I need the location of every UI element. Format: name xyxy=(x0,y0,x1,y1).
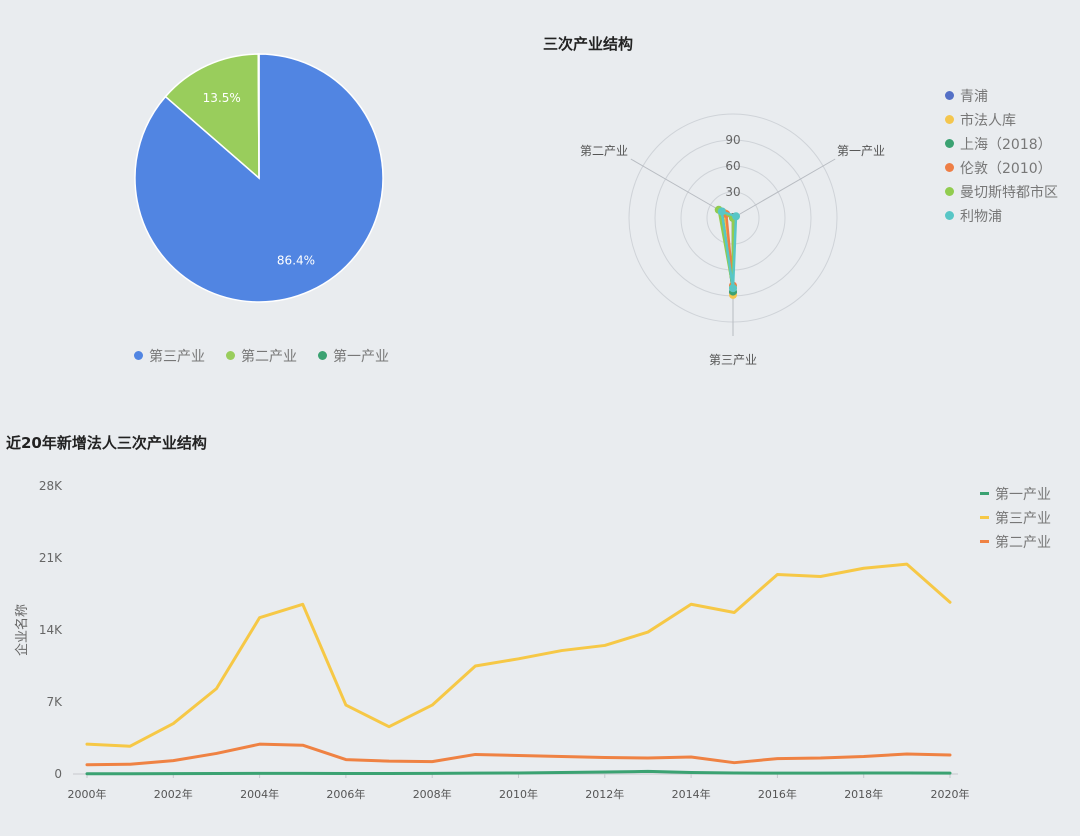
pie-legend-tertiary[interactable]: 第三产业 xyxy=(134,346,205,366)
legend-dot-icon xyxy=(945,115,954,124)
x-tick-label: 2020年 xyxy=(931,787,970,801)
line-legend-item[interactable]: 第一产业 xyxy=(980,484,1051,508)
legend-dot-icon xyxy=(945,187,954,196)
radar-point xyxy=(717,207,726,216)
line-series-3 xyxy=(85,742,952,767)
radar-legend-item[interactable]: 伦敦（2010） xyxy=(945,158,1058,182)
y-axis-label: 企业名称 xyxy=(14,604,30,656)
legend-label: 市法人库 xyxy=(960,113,1016,129)
radar-legend-item[interactable]: 上海（2018） xyxy=(945,134,1058,158)
radar-tick-label: 90 xyxy=(725,133,740,147)
radar-tick-label: 60 xyxy=(725,159,740,173)
legend-dot-icon xyxy=(945,139,954,148)
pie-slice-2 xyxy=(164,53,260,180)
legend-dot-icon xyxy=(945,211,954,220)
line-series-2 xyxy=(85,562,952,748)
radar-series-6 xyxy=(720,210,738,290)
y-tick-label: 0 xyxy=(54,767,62,781)
radar-legend-item[interactable]: 利物浦 xyxy=(945,206,1058,230)
radar-point xyxy=(729,284,737,293)
x-tick-label: 2016年 xyxy=(758,787,797,801)
radar-legend-item[interactable]: 曼切斯特都市区 xyxy=(945,182,1058,206)
x-tick-label: 2008年 xyxy=(413,787,452,801)
x-tick-label: 2018年 xyxy=(844,787,883,801)
pie-chart-panel: 86.4% 13.5% 第三产业 第二产业 第一产业 xyxy=(0,0,540,380)
line-title: 近20年新增法人三次产业结构 xyxy=(6,434,207,452)
pie-slice-label: 86.4% xyxy=(277,253,315,267)
legend-label: 上海（2018） xyxy=(960,137,1052,153)
y-tick-label: 21K xyxy=(39,551,63,565)
y-tick-label: 7K xyxy=(46,695,63,709)
legend-dot-icon xyxy=(945,91,954,100)
radar-point xyxy=(732,212,741,221)
x-tick-label: 2002年 xyxy=(154,787,193,801)
legend-label: 第二产业 xyxy=(995,535,1051,551)
line-chart: 0 7K 14K 21K 28K 2000年 2002年 2004年 2006年 2008年 201… xyxy=(14,479,970,801)
legend-label: 第三产业 xyxy=(995,511,1051,527)
x-tick-label: 2000年 xyxy=(68,787,107,801)
line-series-1 xyxy=(85,769,952,776)
radar-chart-panel: 三次产业结构 第一产业第二产业第三产业0306090 青浦市法人库上海（2018… xyxy=(540,0,1080,380)
radar-axis xyxy=(732,158,836,219)
x-tick-label: 2014年 xyxy=(672,787,711,801)
radar-axis-label: 第二产业 xyxy=(580,144,628,158)
radar-legend-item[interactable]: 市法人库 xyxy=(945,110,1058,134)
radar-axis-label: 第三产业 xyxy=(709,353,757,367)
legend-dot-icon xyxy=(226,351,235,360)
legend-dot-icon xyxy=(134,351,143,360)
legend-dot-icon xyxy=(318,351,327,360)
y-tick-label: 28K xyxy=(39,479,63,493)
legend-label: 第一产业 xyxy=(333,349,389,365)
legend-label: 青浦 xyxy=(960,89,988,105)
line-legend: 第一产业第三产业第二产业 xyxy=(980,484,1051,556)
pie-legend-secondary[interactable]: 第二产业 xyxy=(226,346,297,366)
x-tick-label: 2012年 xyxy=(585,787,624,801)
line-legend-item[interactable]: 第二产业 xyxy=(980,532,1051,556)
y-tick-label: 14K xyxy=(39,623,63,637)
radar-legend: 青浦市法人库上海（2018） 伦敦（2010） 曼切斯特都市区 利物浦 xyxy=(945,86,1058,230)
legend-label: 曼切斯特都市区 xyxy=(960,185,1058,201)
radar-axis-label: 第一产业 xyxy=(837,144,885,158)
radar-title: 三次产业结构 xyxy=(543,35,634,53)
pie-chart: 86.4% 13.5% xyxy=(134,53,384,303)
legend-dot-icon xyxy=(945,163,954,172)
legend-label: 第三产业 xyxy=(149,349,205,365)
x-tick-label: 2004年 xyxy=(240,787,279,801)
legend-label: 第二产业 xyxy=(241,349,297,365)
legend-label: 第一产业 xyxy=(995,487,1051,503)
pie-legend-primary[interactable]: 第一产业 xyxy=(318,346,389,366)
pie-slice-3 xyxy=(257,53,260,179)
line-legend-item[interactable]: 第三产业 xyxy=(980,508,1051,532)
radar-legend-item[interactable]: 青浦 xyxy=(945,86,1058,110)
radar-chart: 第一产业第二产业第三产业0306090 xyxy=(580,113,885,367)
legend-label: 伦敦（2010） xyxy=(960,161,1052,177)
x-tick-label: 2010年 xyxy=(499,787,538,801)
legend-label: 利物浦 xyxy=(960,209,1002,225)
legend-line-icon xyxy=(980,540,989,543)
legend-line-icon xyxy=(980,516,989,519)
pie-slice-label: 13.5% xyxy=(203,91,241,105)
radar-tick-label: 30 xyxy=(725,185,740,199)
line-chart-panel: 近20年新增法人三次产业结构 0 7K 14K 21K 28K 2000年 2002年 200… xyxy=(0,420,1080,836)
legend-line-icon xyxy=(980,492,989,495)
x-tick-label: 2006年 xyxy=(326,787,365,801)
